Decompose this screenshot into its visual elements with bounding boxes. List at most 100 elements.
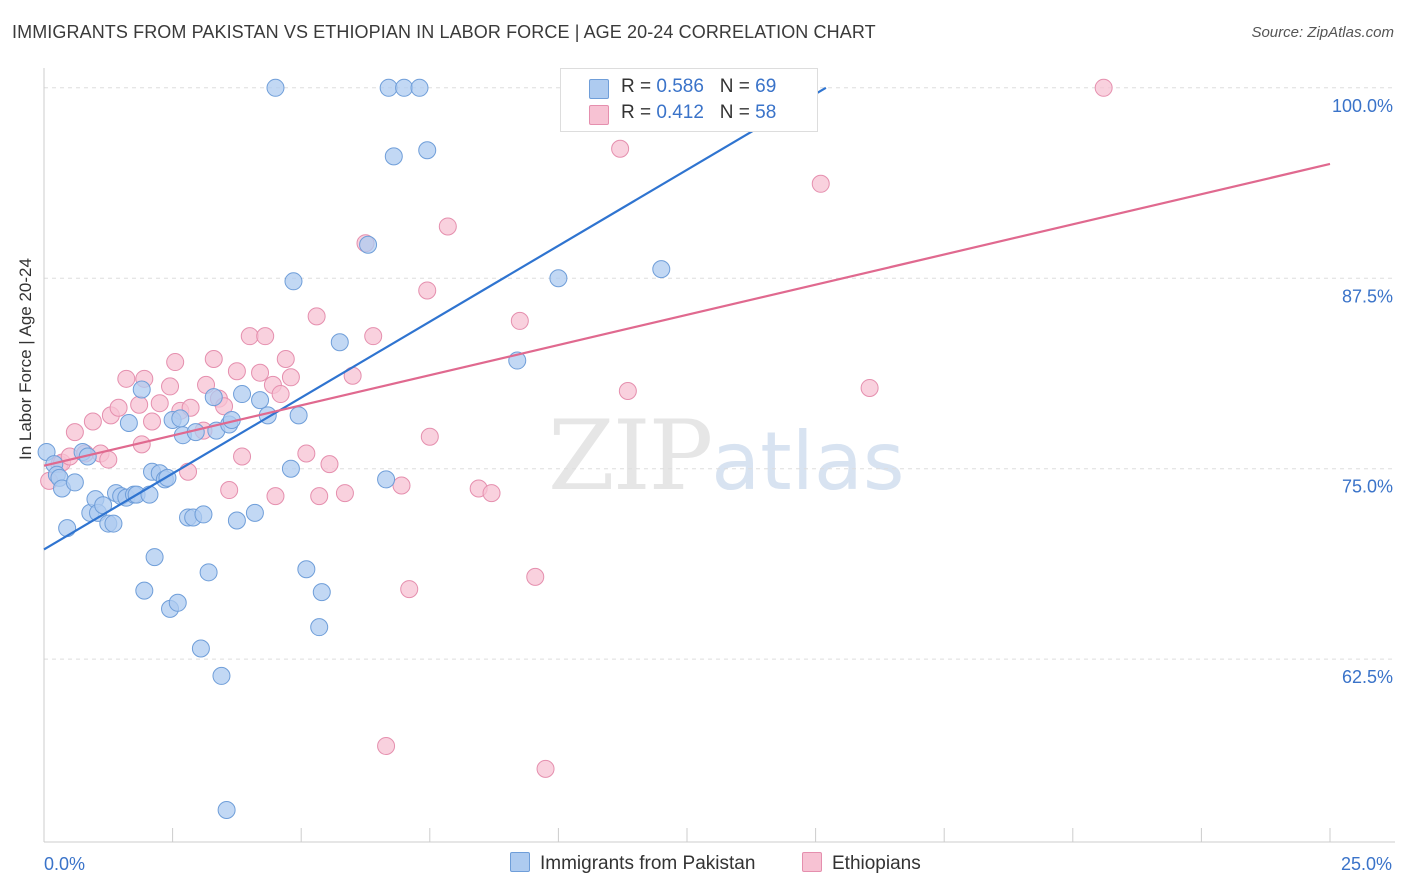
ethiopian-swatch (589, 105, 609, 125)
pakistan-point (191, 639, 210, 658)
ethiopian-point (204, 350, 223, 369)
pakistan-point (384, 147, 403, 166)
pakistan-point (289, 406, 308, 425)
x-tick-labels: 0.0% 25.0% (44, 854, 1392, 874)
ethiopian-point (438, 217, 457, 236)
pakistan-point (281, 459, 300, 478)
ethiopian-point (266, 487, 285, 506)
ethiopian-point (240, 327, 259, 346)
ethiopian-point (420, 427, 439, 446)
ethiopian-point (392, 476, 411, 495)
watermark: ZIPatlas (548, 400, 905, 512)
ethiopian-point (130, 395, 149, 414)
ethiopian-point (179, 462, 198, 481)
pakistan-point (418, 141, 437, 160)
ethiopian-point (307, 307, 326, 326)
watermark-zip: ZIP (548, 400, 713, 512)
grid-lines (44, 87, 1395, 660)
ethiopian-point (161, 377, 180, 396)
pakistan-point (284, 272, 303, 291)
ethiopian-point (860, 378, 879, 397)
ethiopian-point (166, 353, 185, 372)
ethiopian-point (536, 759, 555, 778)
ethiopian-point (364, 327, 383, 346)
n-label: N = (719, 102, 756, 123)
pakistan-point (379, 78, 398, 97)
legend-item-ethiopian[interactable]: Ethiopians (802, 852, 921, 875)
ethiopian-point (482, 484, 501, 503)
ethiopian-point (297, 444, 316, 463)
pakistan-point (227, 511, 246, 530)
pakistan-point (199, 563, 218, 582)
ethiopian-point (99, 450, 118, 469)
ethiopian-point (220, 481, 239, 500)
ethiopian-point (310, 487, 329, 506)
pakistan-point (194, 505, 213, 524)
ethiopian-point (233, 447, 252, 466)
ethiopian-point (377, 737, 396, 756)
pakistan-point (171, 409, 190, 428)
x-tick-label: 25.0% (1341, 854, 1392, 874)
ethiopian-point (618, 382, 637, 401)
pakistan-point (65, 473, 84, 492)
pakistan-legend-label: Immigrants from Pakistan (540, 853, 756, 874)
pakistan-point (266, 78, 285, 97)
ethiopian-point (227, 362, 246, 381)
pakistan-point (140, 485, 159, 504)
pakistan-point (410, 78, 429, 97)
pakistan-point (330, 333, 349, 352)
x-tick-label: 0.0% (44, 854, 85, 874)
y-tick-label: 100.0% (1332, 96, 1393, 116)
pakistan-point (132, 380, 151, 399)
ethiopian-point (117, 369, 136, 388)
pakistan-point (377, 470, 396, 489)
pakistan-point (251, 391, 270, 410)
correlation-legend: R = 0.586 N = 69 R = 0.412 N = 58 (560, 68, 818, 132)
y-tick-label: 62.5% (1342, 667, 1393, 687)
legend-item-pakistan[interactable]: Immigrants from Pakistan (510, 852, 755, 875)
ethiopian-legend-label: Ethiopians (832, 853, 921, 874)
pakistan-point (312, 583, 331, 602)
pakistan-point (119, 414, 138, 433)
ethiopian-point (83, 412, 102, 431)
r-value-ethiopian: 0.412 (656, 102, 704, 123)
pakistan-point (104, 514, 123, 533)
x-ticks (43, 828, 1331, 842)
ethiopian-point (256, 327, 275, 346)
pakistan-point (652, 260, 671, 279)
pakistan-point (217, 801, 236, 820)
ethiopian-point (526, 567, 545, 586)
source-label: Source: ZipAtlas.com (1251, 24, 1394, 41)
ethiopian-point (418, 281, 437, 300)
pakistan-point (233, 385, 252, 404)
ethiopian-point (811, 174, 830, 193)
pakistan-point (135, 581, 154, 600)
pakistan-point (395, 78, 414, 97)
r-label: R = (621, 76, 657, 97)
pakistan-point (297, 560, 316, 579)
ethiopian-legend-swatch (802, 852, 822, 872)
n-value-ethiopian: 58 (755, 102, 777, 123)
n-label: N = (719, 76, 756, 97)
ethiopian-point (143, 412, 162, 431)
ethiopian-point (65, 423, 84, 442)
pakistan-point (359, 235, 378, 254)
ethiopian-trend-line (43, 162, 1331, 467)
ethiopian-point (271, 385, 290, 404)
ethiopian-point (400, 580, 419, 599)
n-value-pakistan: 69 (755, 76, 777, 97)
pakistan-point (549, 269, 568, 288)
chart-title: IMMIGRANTS FROM PAKISTAN VS ETHIOPIAN IN… (12, 22, 876, 42)
pakistan-point (168, 593, 187, 612)
trend-lines (43, 86, 1331, 551)
pakistan-point (204, 388, 223, 407)
ethiopian-point (611, 139, 630, 158)
y-tick-label: 87.5% (1342, 286, 1393, 306)
ethiopian-point (510, 311, 529, 330)
ethiopian-point (1094, 78, 1113, 97)
y-tick-labels: 100.0% 87.5% 75.0% 62.5% (1332, 96, 1393, 687)
ethiopian-point (276, 350, 295, 369)
pakistan-point (245, 503, 264, 522)
pakistan-point (310, 618, 329, 637)
